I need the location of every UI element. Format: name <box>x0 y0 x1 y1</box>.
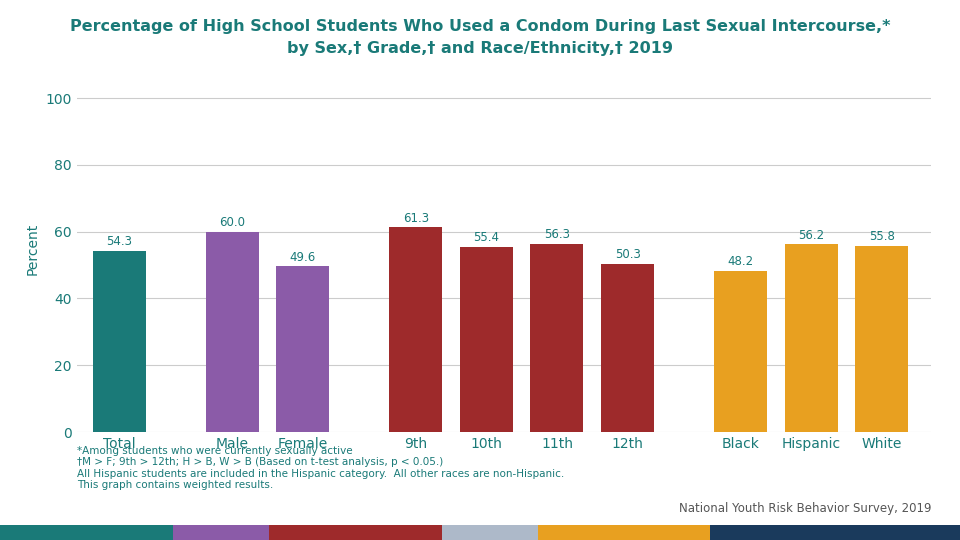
Text: 60.0: 60.0 <box>219 216 245 229</box>
Text: 56.3: 56.3 <box>544 228 570 241</box>
Text: by Sex,† Grade,† and Race/Ethnicity,† 2019: by Sex,† Grade,† and Race/Ethnicity,† 20… <box>287 40 673 56</box>
Text: 55.8: 55.8 <box>869 230 895 243</box>
Bar <box>205 232 258 432</box>
Text: National Youth Risk Behavior Survey, 2019: National Youth Risk Behavior Survey, 201… <box>679 502 931 515</box>
Text: 54.3: 54.3 <box>107 235 132 248</box>
Text: Percentage of High School Students Who Used a Condom During Last Sexual Intercou: Percentage of High School Students Who U… <box>70 19 890 34</box>
Bar <box>389 227 443 432</box>
Text: *Among students who were currently sexually active
†M > F; 9th > 12th; H > B, W : *Among students who were currently sexua… <box>77 446 564 490</box>
Text: 56.2: 56.2 <box>798 229 825 242</box>
Bar <box>855 246 908 432</box>
Bar <box>276 266 329 432</box>
Text: 61.3: 61.3 <box>402 212 429 225</box>
Y-axis label: Percent: Percent <box>26 222 40 274</box>
Text: 55.4: 55.4 <box>473 232 499 245</box>
Bar <box>93 251 146 432</box>
Bar <box>460 247 513 432</box>
Text: 49.6: 49.6 <box>290 251 316 264</box>
Bar <box>531 244 584 432</box>
Text: 48.2: 48.2 <box>728 255 754 268</box>
Bar <box>714 271 767 432</box>
Text: 50.3: 50.3 <box>614 248 640 261</box>
Bar <box>601 264 654 432</box>
Bar <box>784 245 838 432</box>
